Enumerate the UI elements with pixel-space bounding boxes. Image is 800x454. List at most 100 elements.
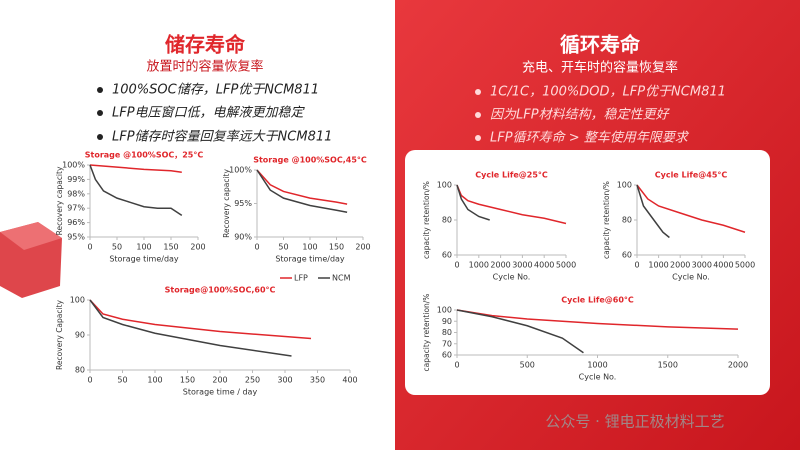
right-title: 循环寿命 (560, 33, 641, 57)
y-tick-label: 80 (75, 366, 85, 375)
x-tick-label: 350 (310, 376, 325, 385)
y-axis-label: Recovery capacity (222, 169, 231, 238)
x-tick-label: 0 (454, 261, 459, 270)
x-tick-label: 150 (180, 376, 195, 385)
chart-title: Cycle Life@60°C (561, 296, 634, 305)
x-tick-label: 0 (254, 243, 259, 252)
x-tick-label: 50 (112, 243, 122, 252)
watermark: 公众号 · 锂电正极材料工艺 (545, 413, 724, 431)
bullet-dot (97, 87, 103, 93)
y-tick-label: 95% (234, 199, 252, 208)
y-axis-label: capacity retention/% (422, 181, 431, 259)
x-tick-label: 1000 (587, 361, 607, 370)
y-tick-label: 70 (442, 339, 452, 348)
y-tick-label: 90% (234, 233, 252, 242)
x-tick-label: 1000 (648, 261, 668, 270)
x-tick-label: 3000 (512, 261, 532, 270)
y-tick-label: 100% (229, 166, 252, 175)
data-line (89, 164, 183, 217)
bullet-text: 因为LFP材料结构，稳定性更好 (490, 107, 671, 123)
y-tick-label: 98% (67, 189, 85, 198)
left-subtitle: 放置时的容量恢复率 (146, 59, 263, 75)
x-axis-label: Cycle No. (493, 273, 531, 282)
x-tick-label: 2000 (728, 361, 748, 370)
x-tick-label: 0 (87, 243, 92, 252)
x-tick-label: 500 (520, 361, 535, 370)
x-tick-label: 100 (302, 243, 317, 252)
data-line (89, 164, 182, 173)
bullet-text: LFP储存时容量回复率远大于NCM811 (112, 129, 332, 145)
x-tick-label: 100 (136, 243, 151, 252)
x-tick-label: 50 (278, 243, 288, 252)
data-line (636, 184, 670, 239)
y-tick-label: 97% (67, 204, 85, 213)
data-line (256, 169, 348, 213)
chart-title: Storage@100%SOC,60°C (165, 286, 276, 295)
bullet-text: LFP电压窗口低，电解液更加稳定 (112, 105, 306, 121)
y-tick-label: 90 (442, 317, 452, 326)
chart-title: Storage @100%SOC，25°C (85, 151, 204, 160)
x-tick-label: 5000 (556, 261, 576, 270)
y-tick-label: 100 (437, 181, 452, 190)
x-tick-label: 200 (212, 376, 227, 385)
data-line (256, 169, 348, 205)
data-line (456, 309, 739, 330)
x-tick-label: 0 (454, 361, 459, 370)
legend-label: NCM (332, 274, 351, 283)
data-line (456, 184, 567, 225)
y-tick-label: 95% (67, 233, 85, 242)
x-tick-label: 400 (342, 376, 357, 385)
chart-title: Storage @100%SOC,45°C (253, 156, 367, 165)
bullet-dot (475, 112, 481, 118)
x-tick-label: 100 (147, 376, 162, 385)
x-tick-label: 0 (87, 376, 92, 385)
x-tick-label: 150 (163, 243, 178, 252)
data-line (456, 184, 490, 221)
x-tick-label: 5000 (735, 261, 755, 270)
x-axis-label: Cycle No. (672, 273, 710, 282)
x-tick-label: 2000 (670, 261, 690, 270)
x-tick-label: 0 (634, 261, 639, 270)
x-axis-label: Cycle No. (579, 373, 617, 382)
y-axis-label: Recovery Capacity (55, 299, 64, 369)
bullet-dot (97, 134, 103, 140)
y-tick-label: 60 (442, 351, 452, 360)
y-tick-label: 90 (75, 331, 85, 340)
y-axis-label: capacity retention/% (602, 181, 611, 259)
x-axis-label: Storage time/day (109, 255, 179, 264)
x-tick-label: 300 (277, 376, 292, 385)
bullet-dot (97, 110, 103, 116)
data-line (456, 309, 584, 354)
x-tick-label: 200 (355, 243, 370, 252)
bullet-dot (475, 89, 481, 95)
right-subtitle: 充电、开车时的容量恢复率 (522, 60, 678, 76)
y-tick-label: 96% (67, 218, 85, 227)
cube-top (0, 222, 62, 250)
data-line (89, 299, 312, 340)
chart-title: Cycle Life@45°C (655, 171, 728, 180)
y-tick-label: 100% (62, 161, 85, 170)
data-line (89, 299, 292, 357)
data-line (636, 184, 746, 233)
cycle-panel (405, 150, 770, 395)
x-tick-label: 2000 (490, 261, 510, 270)
chart-title: Cycle Life@25°C (475, 171, 548, 180)
x-tick-label: 50 (117, 376, 127, 385)
x-tick-label: 150 (329, 243, 344, 252)
bullet-text: 1C/1C，100%DOD，LFP优于NCM811 (490, 85, 726, 100)
y-tick-label: 80 (442, 216, 452, 225)
y-tick-label: 60 (622, 251, 632, 260)
x-tick-label: 4000 (713, 261, 733, 270)
x-tick-label: 3000 (692, 261, 712, 270)
y-axis-label: capacity retention/% (422, 294, 431, 372)
bullet-text: 100%SOC储存，LFP优于NCM811 (112, 83, 319, 98)
x-tick-label: 4000 (534, 261, 554, 270)
y-tick-label: 60 (442, 251, 452, 260)
bullet-dot (475, 135, 481, 141)
x-tick-label: 250 (245, 376, 260, 385)
y-tick-label: 80 (622, 216, 632, 225)
bullet-text: LFP循环寿命 > 整车使用年限要求 (490, 130, 690, 146)
y-tick-label: 100 (437, 306, 452, 315)
x-axis-label: Storage time / day (183, 388, 258, 397)
